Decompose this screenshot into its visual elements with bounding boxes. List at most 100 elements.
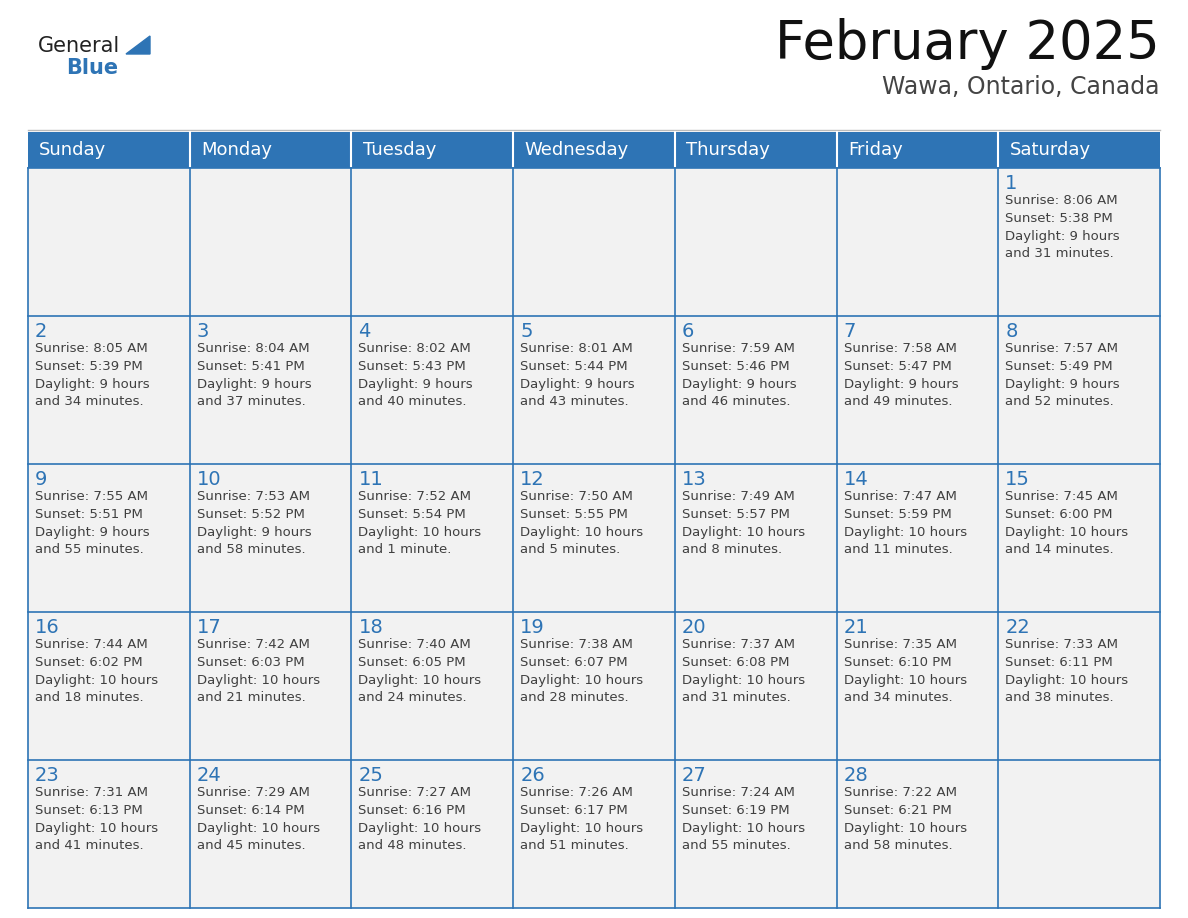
Text: 1: 1 (1005, 174, 1018, 193)
Text: Daylight: 9 hours: Daylight: 9 hours (197, 526, 311, 539)
Text: Sunrise: 7:27 AM: Sunrise: 7:27 AM (359, 786, 472, 799)
Text: 17: 17 (197, 618, 221, 637)
Text: 7: 7 (843, 322, 855, 341)
Bar (190, 168, 352, 316)
Bar (29, 760, 190, 908)
Text: Daylight: 9 hours: Daylight: 9 hours (197, 377, 311, 391)
Bar (190, 760, 352, 908)
Bar (352, 168, 513, 316)
Text: and 14 minutes.: and 14 minutes. (1005, 543, 1114, 556)
Text: Sunset: 5:55 PM: Sunset: 5:55 PM (520, 508, 628, 521)
Text: Sunset: 6:05 PM: Sunset: 6:05 PM (359, 655, 466, 669)
Text: Daylight: 9 hours: Daylight: 9 hours (1005, 377, 1120, 391)
Text: and 52 minutes.: and 52 minutes. (1005, 396, 1114, 409)
Text: Daylight: 10 hours: Daylight: 10 hours (359, 674, 481, 687)
Text: Sunrise: 7:57 AM: Sunrise: 7:57 AM (1005, 342, 1118, 355)
Text: and 45 minutes.: and 45 minutes. (197, 839, 305, 853)
Text: and 34 minutes.: and 34 minutes. (34, 396, 144, 409)
Bar (836, 464, 998, 612)
Text: 16: 16 (34, 618, 59, 637)
Text: Daylight: 9 hours: Daylight: 9 hours (34, 526, 150, 539)
Text: 14: 14 (843, 470, 868, 489)
Text: and 40 minutes.: and 40 minutes. (359, 396, 467, 409)
Text: 15: 15 (1005, 470, 1030, 489)
Text: and 37 minutes.: and 37 minutes. (197, 396, 305, 409)
Text: Sunrise: 7:29 AM: Sunrise: 7:29 AM (197, 786, 310, 799)
Text: Sunset: 6:21 PM: Sunset: 6:21 PM (843, 804, 952, 817)
Text: Daylight: 10 hours: Daylight: 10 hours (520, 674, 643, 687)
Text: Daylight: 9 hours: Daylight: 9 hours (1005, 230, 1120, 242)
Text: Sunset: 5:51 PM: Sunset: 5:51 PM (34, 508, 143, 521)
Text: 3: 3 (197, 322, 209, 341)
Text: Sunset: 5:44 PM: Sunset: 5:44 PM (520, 360, 627, 373)
Text: Sunrise: 7:42 AM: Sunrise: 7:42 AM (197, 638, 310, 651)
Text: Sunrise: 7:26 AM: Sunrise: 7:26 AM (520, 786, 633, 799)
Bar (190, 316, 352, 464)
Text: Sunset: 6:00 PM: Sunset: 6:00 PM (1005, 508, 1113, 521)
Text: Sunset: 6:16 PM: Sunset: 6:16 PM (359, 804, 466, 817)
Bar (675, 612, 836, 760)
Text: Sunset: 5:52 PM: Sunset: 5:52 PM (197, 508, 304, 521)
Bar (998, 316, 1159, 464)
Text: Sunrise: 7:31 AM: Sunrise: 7:31 AM (34, 786, 148, 799)
Text: 20: 20 (682, 618, 707, 637)
Text: and 31 minutes.: and 31 minutes. (1005, 248, 1114, 261)
Text: and 11 minutes.: and 11 minutes. (843, 543, 953, 556)
Bar (29, 612, 190, 760)
Text: and 5 minutes.: and 5 minutes. (520, 543, 620, 556)
Text: Sunrise: 7:35 AM: Sunrise: 7:35 AM (843, 638, 956, 651)
Bar (352, 132, 513, 168)
Bar (675, 760, 836, 908)
Text: Sunrise: 8:04 AM: Sunrise: 8:04 AM (197, 342, 309, 355)
Bar (998, 612, 1159, 760)
Text: Sunset: 6:13 PM: Sunset: 6:13 PM (34, 804, 143, 817)
Text: Daylight: 10 hours: Daylight: 10 hours (1005, 526, 1129, 539)
Text: Sunrise: 7:38 AM: Sunrise: 7:38 AM (520, 638, 633, 651)
Bar (998, 760, 1159, 908)
Bar (998, 168, 1159, 316)
Text: Daylight: 10 hours: Daylight: 10 hours (843, 822, 967, 834)
Bar (836, 132, 998, 168)
Text: Sunset: 6:02 PM: Sunset: 6:02 PM (34, 655, 143, 669)
Bar (998, 132, 1159, 168)
Text: Sunset: 6:08 PM: Sunset: 6:08 PM (682, 655, 789, 669)
Text: Sunset: 5:47 PM: Sunset: 5:47 PM (843, 360, 952, 373)
Text: 28: 28 (843, 766, 868, 785)
Bar (513, 168, 675, 316)
Text: and 55 minutes.: and 55 minutes. (34, 543, 144, 556)
Text: 19: 19 (520, 618, 545, 637)
Text: 23: 23 (34, 766, 59, 785)
Text: Sunset: 6:10 PM: Sunset: 6:10 PM (843, 655, 952, 669)
Text: Sunrise: 7:44 AM: Sunrise: 7:44 AM (34, 638, 147, 651)
Text: and 24 minutes.: and 24 minutes. (359, 691, 467, 704)
Text: Sunrise: 7:47 AM: Sunrise: 7:47 AM (843, 490, 956, 503)
Text: Sunrise: 7:55 AM: Sunrise: 7:55 AM (34, 490, 148, 503)
Text: Sunrise: 7:22 AM: Sunrise: 7:22 AM (843, 786, 956, 799)
Polygon shape (126, 36, 150, 54)
Text: and 18 minutes.: and 18 minutes. (34, 691, 144, 704)
Text: and 38 minutes.: and 38 minutes. (1005, 691, 1114, 704)
Text: Sunset: 6:03 PM: Sunset: 6:03 PM (197, 655, 304, 669)
Bar (29, 168, 190, 316)
Text: and 21 minutes.: and 21 minutes. (197, 691, 305, 704)
Text: Thursday: Thursday (687, 141, 770, 159)
Text: Sunset: 5:57 PM: Sunset: 5:57 PM (682, 508, 790, 521)
Bar (190, 132, 352, 168)
Text: Daylight: 10 hours: Daylight: 10 hours (682, 822, 805, 834)
Text: Monday: Monday (201, 141, 272, 159)
Text: 4: 4 (359, 322, 371, 341)
Text: 24: 24 (197, 766, 221, 785)
Text: General: General (38, 36, 120, 56)
Text: Sunset: 5:54 PM: Sunset: 5:54 PM (359, 508, 466, 521)
Text: 25: 25 (359, 766, 384, 785)
Bar (29, 464, 190, 612)
Text: Daylight: 10 hours: Daylight: 10 hours (520, 822, 643, 834)
Text: Sunrise: 8:05 AM: Sunrise: 8:05 AM (34, 342, 147, 355)
Text: 8: 8 (1005, 322, 1018, 341)
Bar (675, 316, 836, 464)
Text: 22: 22 (1005, 618, 1030, 637)
Text: and 41 minutes.: and 41 minutes. (34, 839, 144, 853)
Text: Sunset: 6:14 PM: Sunset: 6:14 PM (197, 804, 304, 817)
Text: Sunset: 5:43 PM: Sunset: 5:43 PM (359, 360, 466, 373)
Text: and 49 minutes.: and 49 minutes. (843, 396, 952, 409)
